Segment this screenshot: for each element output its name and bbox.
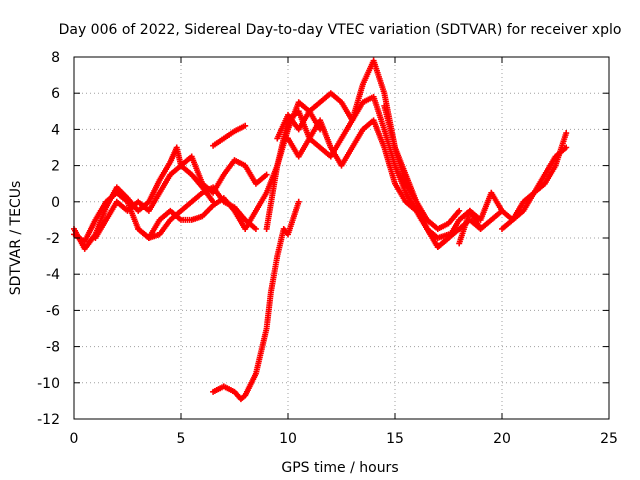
- y-tick-label: 8: [51, 50, 60, 66]
- y-tick-label: 6: [51, 86, 60, 102]
- y-tick-label: -10: [37, 376, 60, 392]
- x-tick-label: 0: [70, 431, 79, 447]
- y-tick-label: -4: [46, 267, 60, 283]
- series-track-11: [499, 144, 570, 232]
- data-point: [242, 122, 249, 129]
- data-point: [456, 207, 463, 214]
- y-tick-label: -6: [46, 303, 60, 319]
- series-track-12: [210, 198, 302, 403]
- data-points: [71, 57, 570, 403]
- series-track-10: [456, 130, 570, 247]
- y-tick-label: 0: [51, 195, 60, 211]
- data-point: [563, 144, 570, 151]
- series-track-5: [210, 122, 249, 149]
- data-point: [563, 130, 570, 137]
- y-tick-label: -2: [46, 231, 60, 247]
- y-tick-label: -12: [37, 412, 60, 428]
- chart-title: Day 006 of 2022, Sidereal Day-to-day VTE…: [59, 22, 622, 38]
- x-tick-label: 10: [279, 431, 297, 447]
- y-axis-label: SDTVAR / TECUs: [8, 181, 24, 296]
- x-tick-label: 20: [493, 431, 511, 447]
- x-tick-label: 25: [600, 431, 618, 447]
- x-tick-label: 15: [386, 431, 404, 447]
- y-tick-label: 2: [51, 159, 60, 175]
- data-point: [252, 225, 259, 232]
- data-point: [295, 198, 302, 205]
- y-tick-label: 4: [51, 122, 60, 138]
- data-point: [263, 171, 270, 178]
- y-tick-label: -8: [46, 340, 60, 356]
- x-axis-label: GPS time / hours: [281, 460, 398, 476]
- series-track-3: [92, 153, 270, 241]
- x-tick-label: 5: [177, 431, 186, 447]
- axis-ticks: 0 5 10 15 20 25 -12 -10 -8 -6 -4 -2 0 2 4 6 8: [37, 50, 618, 447]
